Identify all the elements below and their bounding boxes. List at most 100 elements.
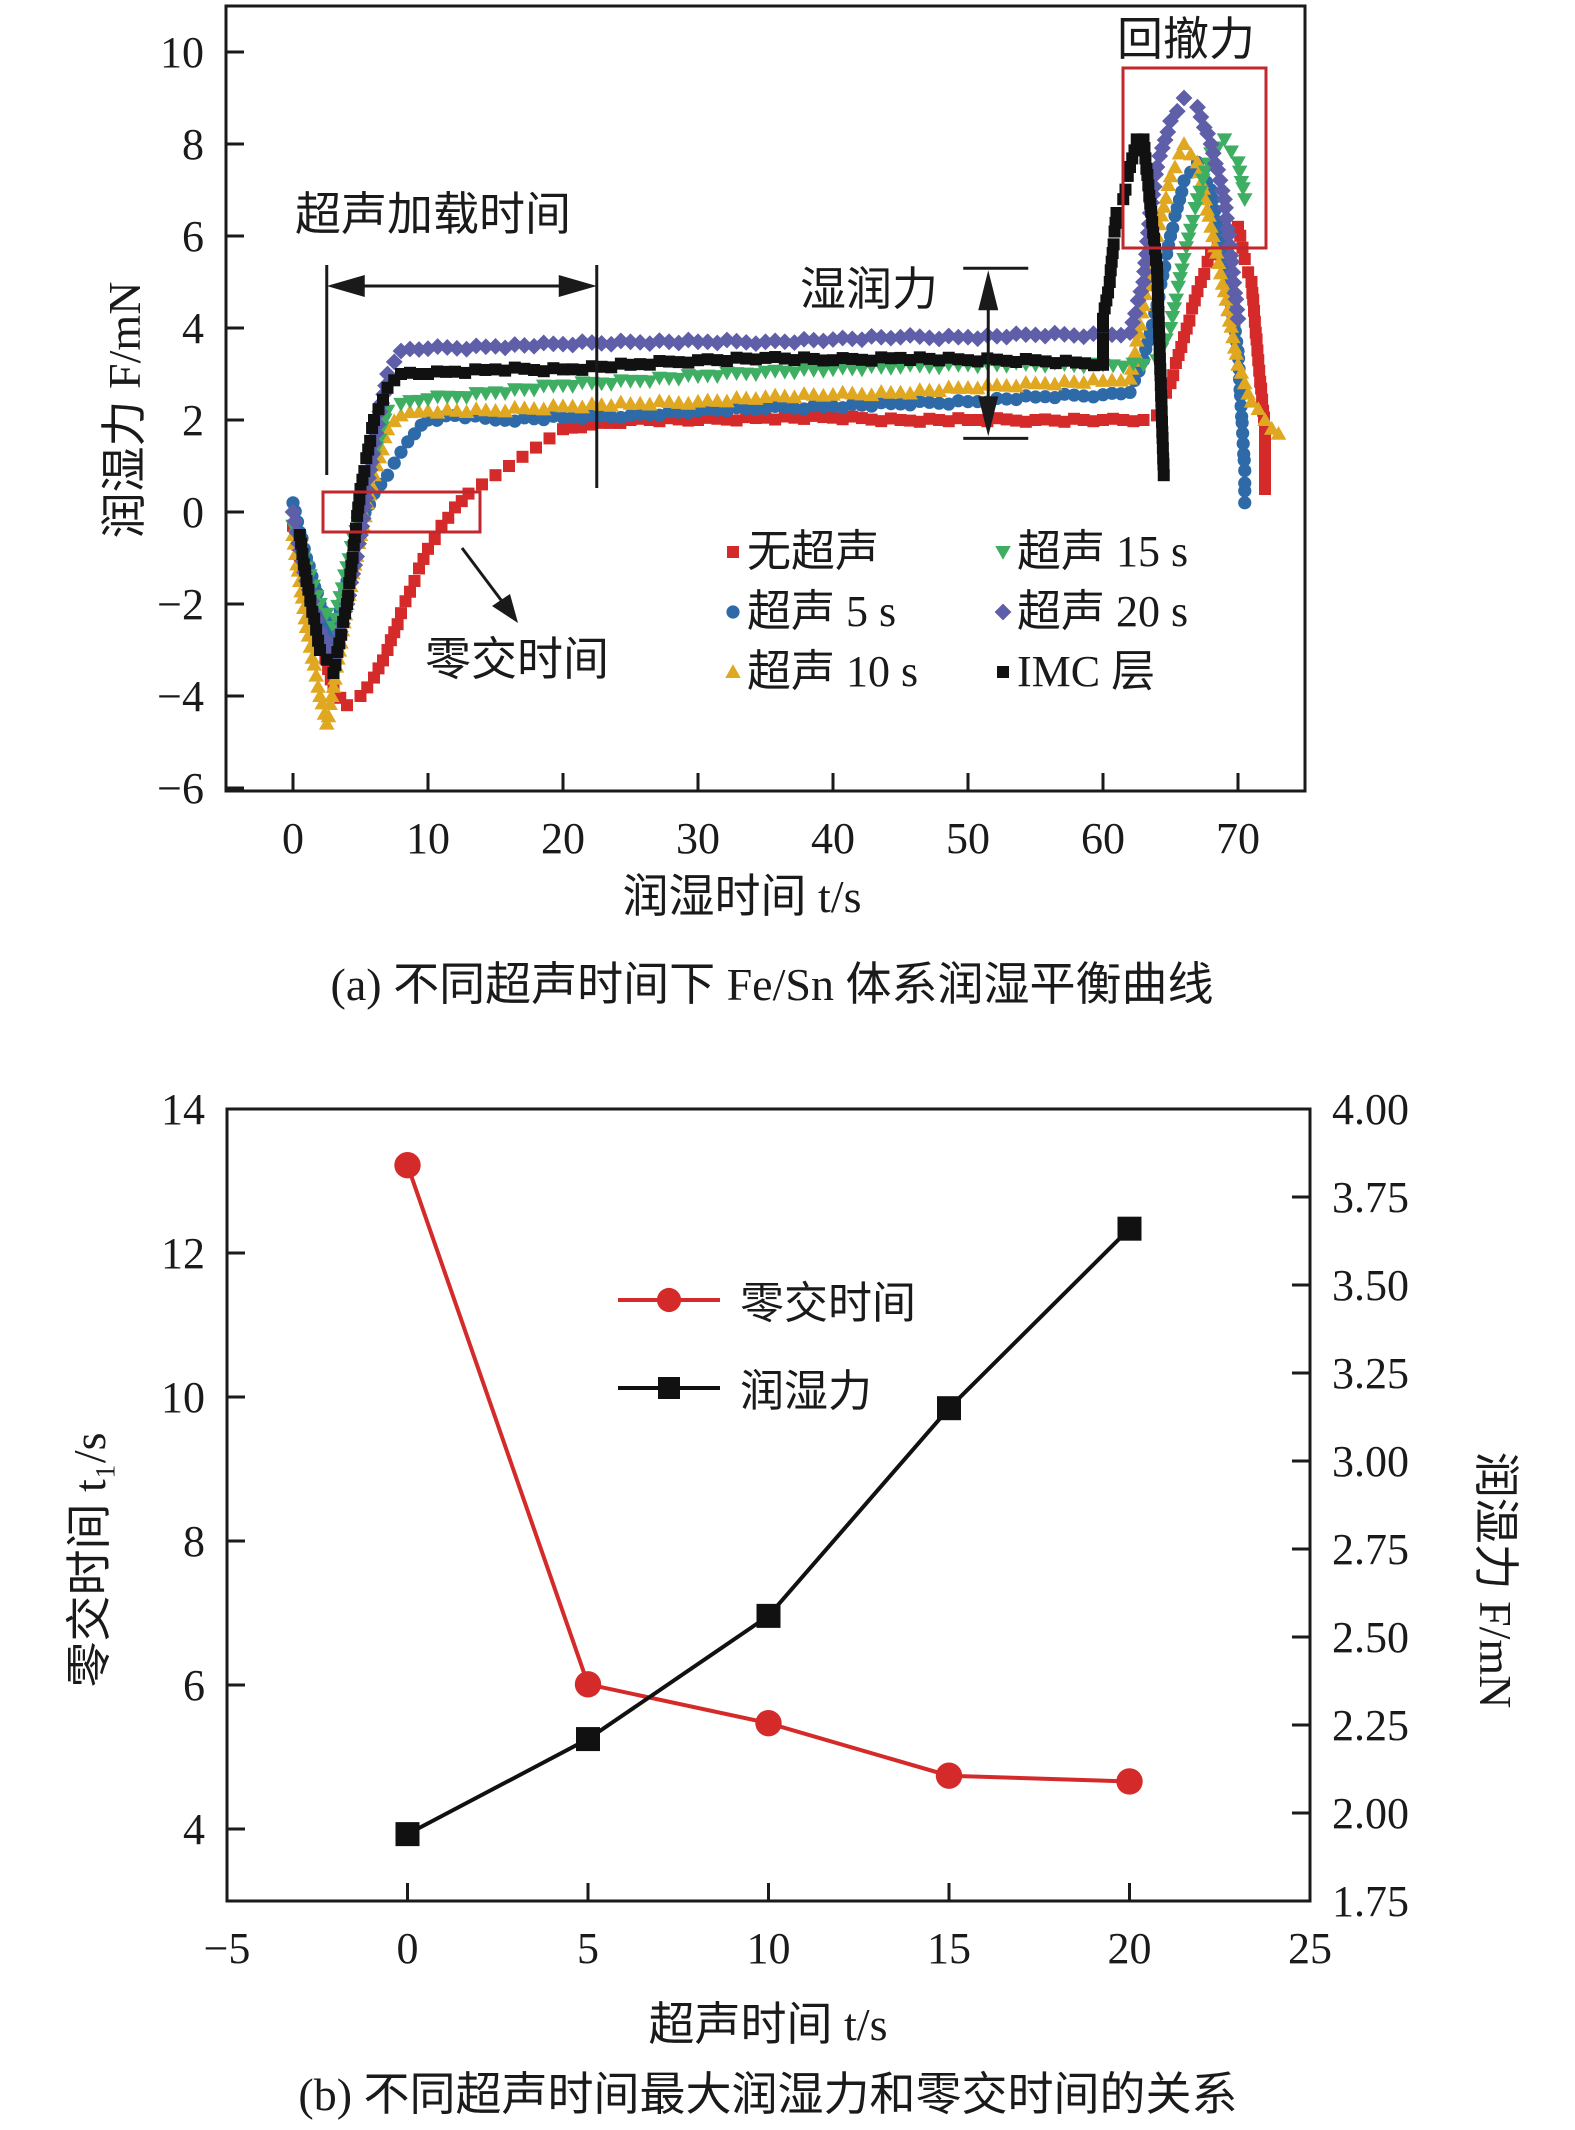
data-point <box>1056 325 1073 343</box>
data-point <box>682 356 695 369</box>
right-y-tick-label: 4.00 <box>1332 1085 1409 1134</box>
data-point <box>525 337 543 355</box>
data-point <box>1010 414 1023 427</box>
right-y-tick-label: 3.00 <box>1332 1437 1409 1486</box>
data-point <box>720 355 733 368</box>
data-point <box>865 354 878 367</box>
data-point <box>380 468 395 482</box>
data-point <box>422 542 434 555</box>
data-point <box>1156 432 1169 444</box>
legend-marker <box>656 1287 682 1313</box>
chart-a-data-marks <box>284 89 1287 730</box>
data-point <box>1205 228 1221 242</box>
data-point <box>932 396 946 410</box>
data-point <box>284 503 302 521</box>
data-point <box>798 351 811 364</box>
data-point <box>814 332 832 350</box>
data-point <box>1242 266 1255 279</box>
data-point <box>310 678 326 693</box>
data-point <box>1218 209 1235 227</box>
data-point <box>846 352 859 365</box>
data-point <box>1029 414 1042 426</box>
data-point <box>990 353 1003 366</box>
data-point <box>1127 305 1144 322</box>
data-point <box>882 329 900 347</box>
data-point <box>990 412 1003 425</box>
data-point <box>1136 263 1153 280</box>
chart-a-y-axis-title: 润湿力 F/mN <box>99 282 150 539</box>
data-point <box>863 327 880 345</box>
data-point <box>631 334 649 351</box>
data-point <box>930 330 948 348</box>
data-point <box>614 357 627 370</box>
data-point <box>1066 374 1082 388</box>
data-point <box>1154 379 1167 392</box>
data-point <box>612 332 630 350</box>
data-point <box>1201 208 1217 222</box>
data-point <box>312 634 325 647</box>
data-point <box>1234 229 1247 242</box>
data-point <box>1166 221 1180 235</box>
data-point <box>1227 290 1245 308</box>
data-point <box>420 403 436 417</box>
data-point <box>807 352 820 365</box>
data-point <box>728 332 745 350</box>
data-point <box>817 411 830 424</box>
data-point <box>1188 294 1201 307</box>
data-point <box>1250 401 1267 415</box>
data-point <box>314 644 326 656</box>
data-point <box>759 351 772 364</box>
data-point <box>1087 415 1100 428</box>
data-point <box>1185 214 1201 229</box>
data-point <box>1122 370 1138 385</box>
data-point <box>487 403 504 417</box>
data-point <box>377 654 389 667</box>
x-tick-label: −5 <box>204 1924 251 1973</box>
data-point <box>1247 293 1260 306</box>
wetting-force-label: 湿润力 <box>800 264 938 315</box>
data-point <box>1167 369 1180 382</box>
data-point <box>1180 232 1197 247</box>
legend-marker <box>994 603 1012 621</box>
y-tick-label: −2 <box>157 580 204 629</box>
x-tick-label: 60 <box>1081 814 1125 863</box>
data-point <box>459 366 472 379</box>
data-point <box>749 402 763 417</box>
data-point <box>449 365 461 378</box>
legend-marker <box>995 546 1011 560</box>
data-point <box>902 385 918 400</box>
data-point <box>778 400 792 414</box>
data-point <box>807 409 820 422</box>
data-point <box>805 331 823 349</box>
data-point <box>786 366 803 381</box>
data-point <box>1248 304 1261 317</box>
chart-a-axis-ticks: 0 10 20 30 40 50 60 70 −6 −4 −2 0 2 4 6 8 10 <box>157 28 1260 863</box>
data-point <box>387 456 401 470</box>
y-tick-label: −4 <box>157 672 204 721</box>
data-point <box>718 331 736 349</box>
data-point <box>462 487 475 500</box>
data-point <box>1153 352 1166 365</box>
right-y-tick-label: 2.75 <box>1332 1525 1409 1574</box>
data-point <box>358 465 371 478</box>
data-point <box>894 414 907 426</box>
data-point <box>1154 139 1171 157</box>
data-point <box>1216 133 1233 148</box>
chart-a-annotations: 超声加载时间 湿润力 零交时间 回撤力 <box>295 14 1268 685</box>
data-point <box>623 408 638 422</box>
data-point <box>1208 244 1225 259</box>
left-y-tick-label: 10 <box>161 1373 205 1422</box>
data-point <box>1027 326 1044 344</box>
data-point <box>1151 269 1164 282</box>
data-point <box>805 386 822 401</box>
data-point <box>1162 322 1179 336</box>
data-point <box>1166 302 1183 317</box>
data-point <box>535 334 553 352</box>
data-point <box>901 327 919 344</box>
data-point <box>1156 442 1169 455</box>
data-point <box>921 382 938 397</box>
data-point <box>679 331 697 349</box>
data-point <box>817 354 830 367</box>
chart-a-x-axis-title: 润湿时间 t/s <box>623 871 862 922</box>
data-point <box>316 630 333 648</box>
